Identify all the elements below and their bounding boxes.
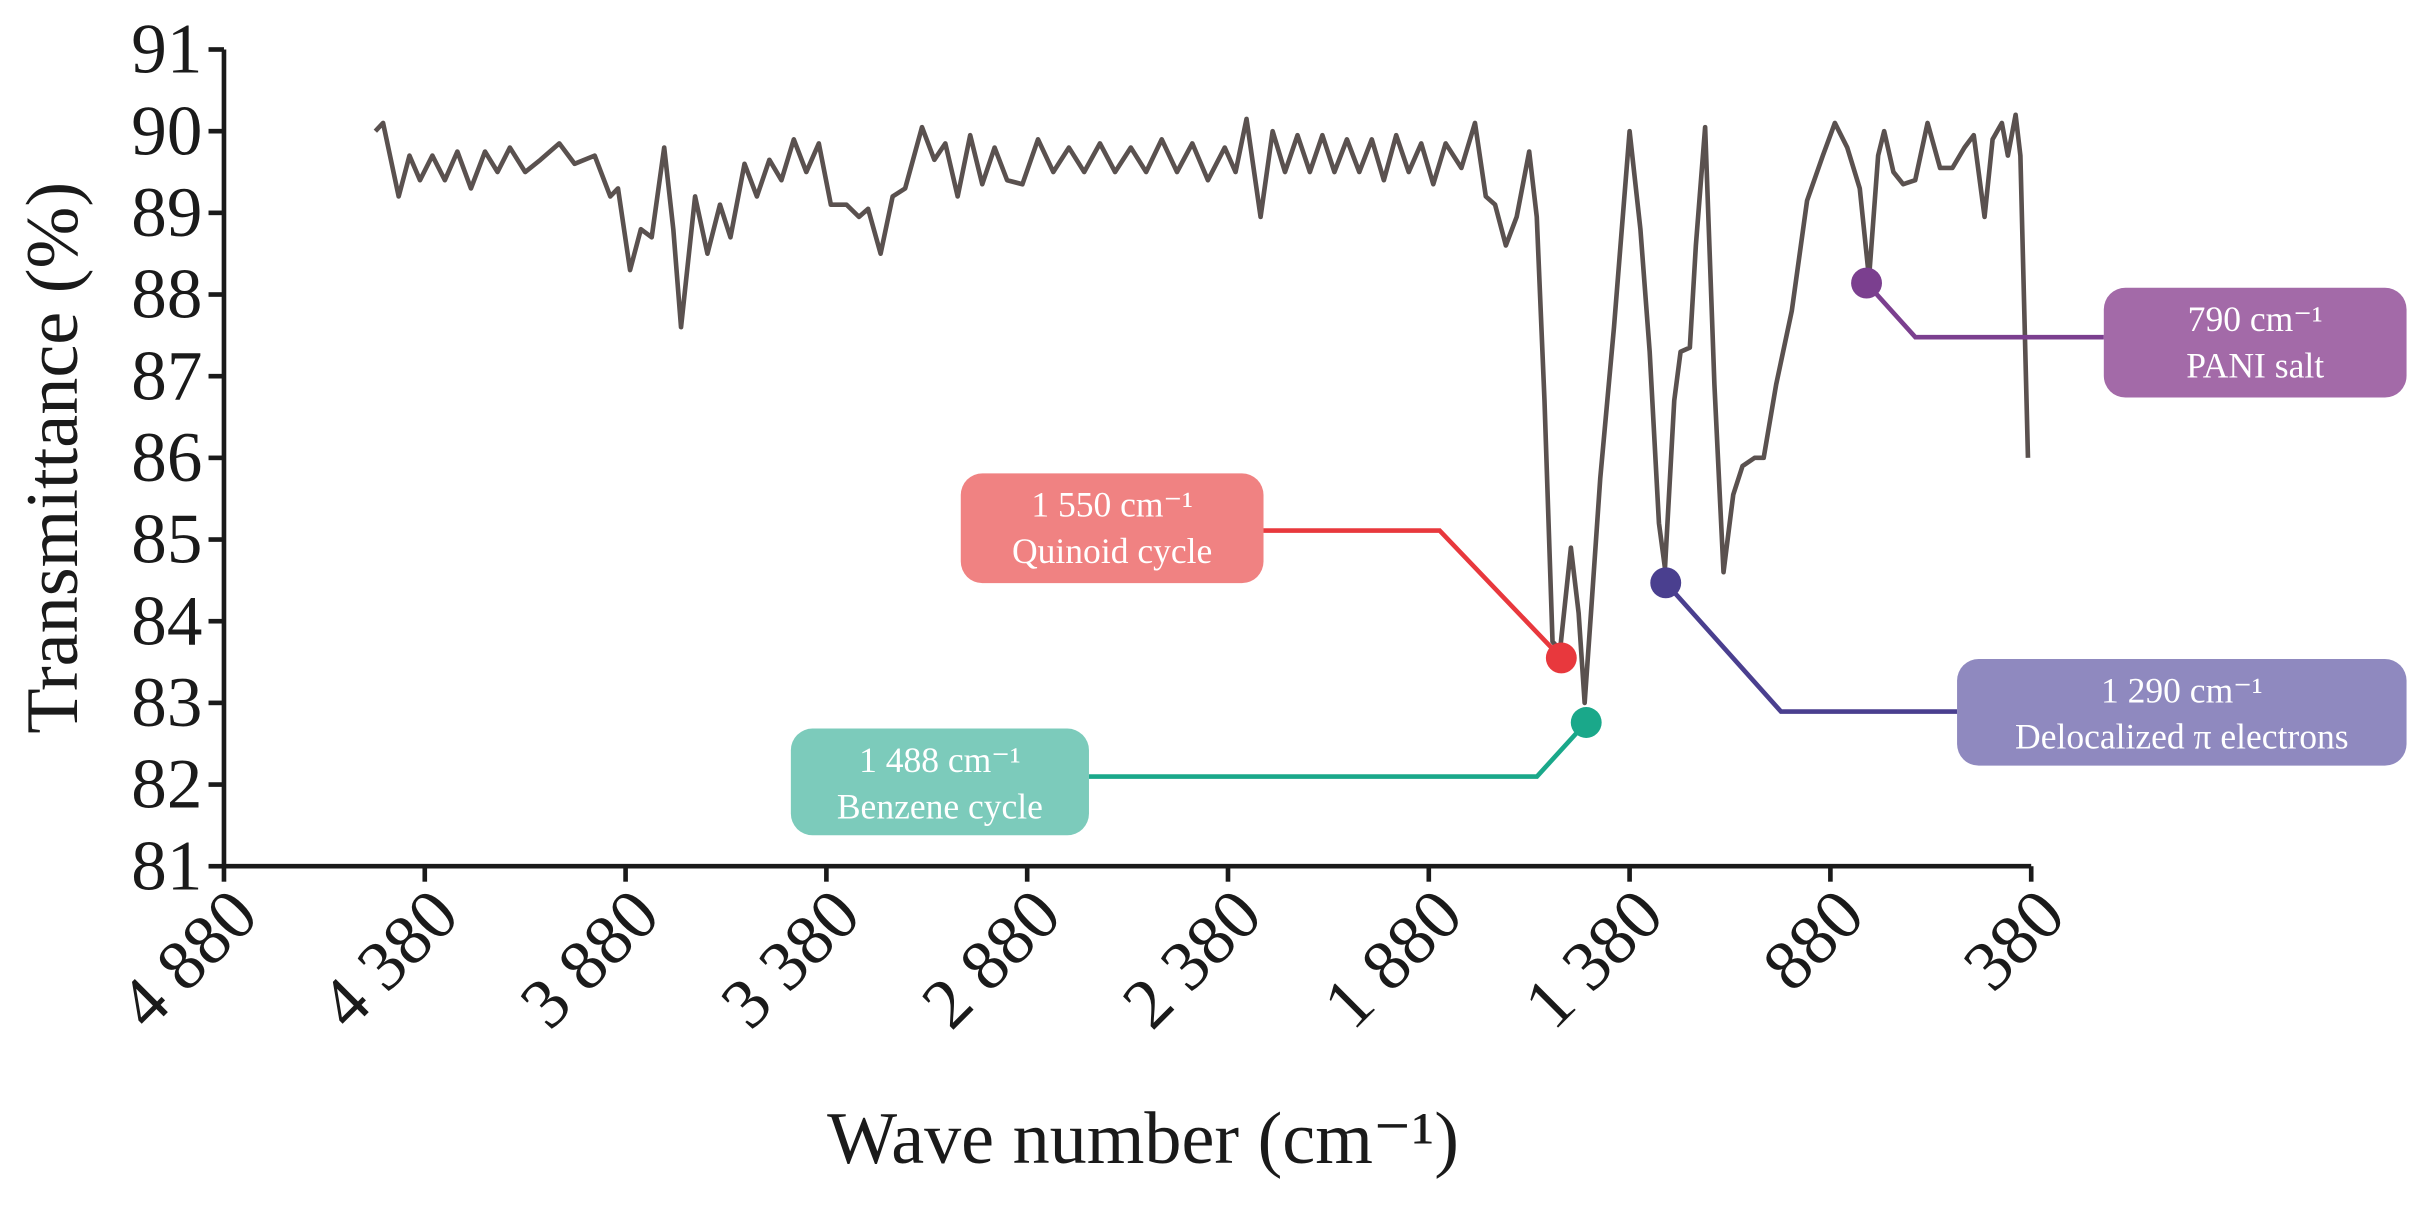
x-tick-label: 3 880 [506, 875, 674, 1043]
y-axis-title: Transmittance (%) [12, 182, 94, 734]
callout-text: 1 488 cm⁻¹ [859, 740, 1021, 780]
callout-box [2103, 287, 2407, 398]
y-tick-label: 82 [131, 746, 202, 824]
x-tick-label: 1 380 [1510, 875, 1678, 1043]
y-tick-label: 91 [131, 11, 202, 89]
leader-line [1664, 581, 1958, 714]
spectrum-line [373, 112, 2031, 706]
peak-marker [1570, 707, 1602, 738]
y-tick-label: 88 [131, 256, 202, 334]
x-tick-label: 2 380 [1108, 875, 1276, 1043]
callout-text: PANI salt [2186, 345, 2324, 385]
callout-text: 790 cm⁻¹ [2188, 299, 2323, 339]
y-tick-label: 84 [131, 582, 202, 660]
y-tick-label: 81 [131, 827, 202, 905]
callout-box [960, 473, 1264, 584]
y-tick-label: 87 [131, 337, 202, 415]
y-tick-label: 85 [131, 501, 202, 579]
peak-marker [1851, 267, 1882, 299]
callout-text: Delocalized π electrons [2015, 717, 2349, 757]
callout-text: 1 550 cm⁻¹ [1031, 485, 1193, 525]
callout-box [790, 728, 1089, 836]
x-tick-label: 380 [1949, 875, 2079, 1006]
leader-line [1088, 720, 1588, 779]
x-tick-label: 3 380 [707, 875, 875, 1043]
y-tick-label: 89 [131, 174, 202, 252]
x-axis-title: Wave number (cm⁻¹) [827, 1098, 1459, 1180]
callout-box [1957, 658, 2407, 766]
x-tick-label: 4 380 [305, 875, 473, 1043]
leader-line [1864, 281, 2104, 340]
x-tick-label: 2 880 [907, 875, 1075, 1043]
y-tick-label: 83 [131, 664, 202, 742]
y-tick-label: 90 [131, 92, 202, 170]
leader-line [1263, 528, 1563, 660]
peak-marker [1650, 567, 1682, 599]
peak-marker [1545, 642, 1577, 674]
callout-text: Quinoid cycle [1012, 531, 1212, 571]
y-tick-label: 86 [131, 419, 202, 497]
x-tick-label: 1 880 [1309, 875, 1477, 1043]
callout-text: Benzene cycle [837, 786, 1043, 826]
callout-text: 1 290 cm⁻¹ [2101, 670, 2263, 710]
x-tick-label: 880 [1748, 875, 1878, 1006]
